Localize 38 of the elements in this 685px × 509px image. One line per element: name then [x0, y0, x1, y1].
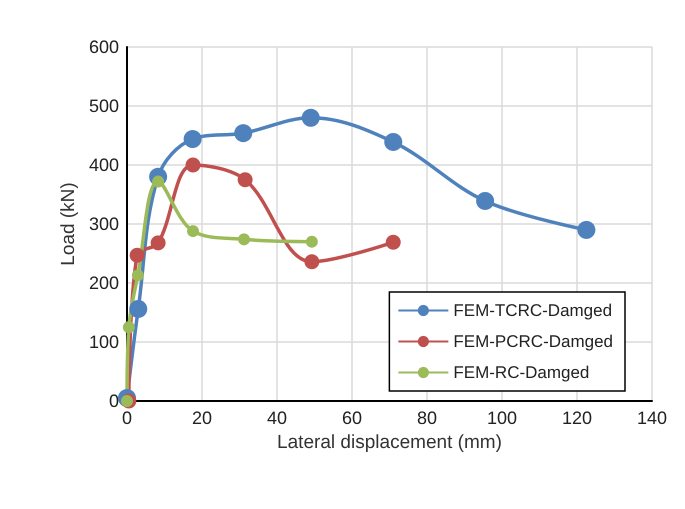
point — [186, 158, 200, 172]
point — [304, 254, 320, 270]
legend-label: FEM-RC-Damged — [453, 363, 590, 382]
legend-label: FEM-TCRC-Damged — [453, 301, 612, 320]
y-tick-label: 600 — [88, 37, 119, 57]
point — [306, 236, 318, 248]
y-tick-label: 100 — [88, 332, 119, 352]
y-tick-label: 200 — [88, 273, 119, 293]
x-tick-label: 120 — [562, 408, 592, 428]
point — [150, 235, 166, 250]
x-tick-label: 60 — [342, 408, 362, 428]
point — [577, 220, 596, 239]
point — [384, 132, 402, 151]
y-tick-label: 0 — [108, 391, 119, 411]
point — [476, 192, 494, 210]
y-tick-label: 400 — [88, 155, 119, 175]
y-tick-label: 500 — [88, 96, 119, 116]
point — [132, 269, 144, 282]
point — [129, 300, 148, 318]
point — [302, 108, 320, 127]
x-tick-label: 20 — [192, 408, 212, 428]
y-axis-title: Load (kN) — [58, 182, 80, 266]
point — [187, 225, 199, 238]
point — [386, 234, 401, 250]
x-tick-label: 80 — [416, 408, 438, 428]
x-tick-label: 140 — [636, 408, 668, 428]
point — [184, 130, 202, 148]
point — [122, 321, 135, 334]
point — [238, 172, 253, 188]
x-tick-label: 0 — [122, 408, 132, 428]
x-tick-label: 40 — [266, 408, 288, 428]
x-axis-title: Lateral displacement (mm) — [277, 432, 502, 453]
y-tick-label: 300 — [88, 214, 119, 234]
point — [234, 124, 252, 142]
legend-label: FEM-PCRC-Damged — [453, 332, 614, 351]
point — [238, 233, 250, 246]
point — [130, 248, 145, 263]
x-tick-label: 100 — [486, 408, 518, 428]
